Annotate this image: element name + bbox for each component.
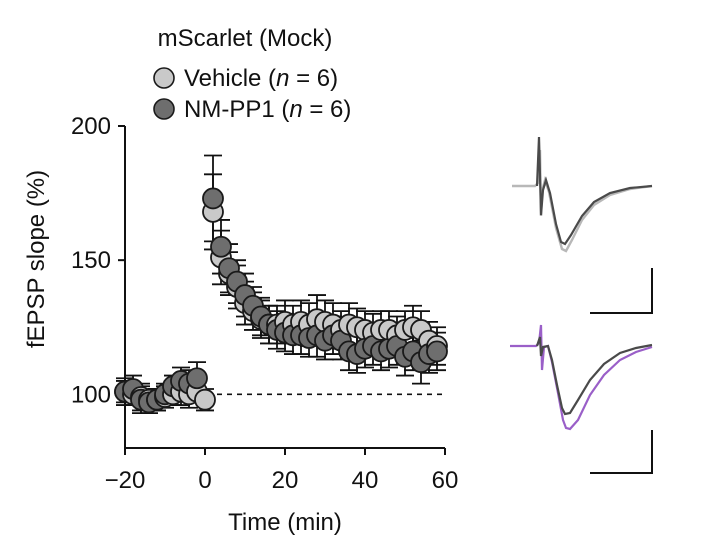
- x-tick-label: 60: [432, 467, 459, 494]
- legend-label-vehicle: Vehicle (n = 6): [184, 65, 338, 92]
- y-tick-label: 200: [71, 113, 111, 140]
- trace-post: [535, 336, 653, 416]
- scale-bar: [590, 430, 653, 474]
- data-point-nmpp1: [426, 340, 448, 363]
- x-ticks: −20 0 20 40 60: [105, 448, 459, 494]
- y-axis-label: fEPSP slope (%): [23, 170, 50, 348]
- trace-inset-nmpp1: [510, 324, 653, 474]
- y-tick-label: 150: [71, 247, 111, 274]
- legend: Vehicle (n = 6) NM-PP1 (n = 6): [153, 65, 351, 123]
- x-tick-label: 0: [198, 467, 211, 494]
- data-point-nmpp1: [202, 187, 224, 210]
- plot-area: [114, 154, 448, 415]
- trace-inset-vehicle: [512, 136, 653, 314]
- data-point-nmpp1: [186, 367, 208, 390]
- x-axis-label: Time (min): [228, 509, 342, 536]
- legend-label-nmpp1: NM-PP1 (n = 6): [184, 96, 351, 123]
- x-tick-label: 40: [352, 467, 379, 494]
- x-tick-label: −20: [105, 467, 146, 494]
- legend-marker-vehicle: [153, 67, 175, 89]
- trace-baseline: [510, 324, 653, 431]
- chart-title: mScarlet (Mock): [158, 25, 333, 52]
- x-tick-label: 20: [272, 467, 299, 494]
- scale-bar: [590, 268, 653, 314]
- trace-baseline: [512, 149, 653, 253]
- legend-marker-nmpp1: [153, 98, 175, 120]
- data-point-nmpp1: [210, 235, 232, 258]
- y-tick-label: 100: [71, 381, 111, 408]
- data-point-vehicle: [194, 388, 216, 411]
- y-ticks: 100 150 200: [71, 113, 125, 408]
- trace-post: [535, 136, 653, 246]
